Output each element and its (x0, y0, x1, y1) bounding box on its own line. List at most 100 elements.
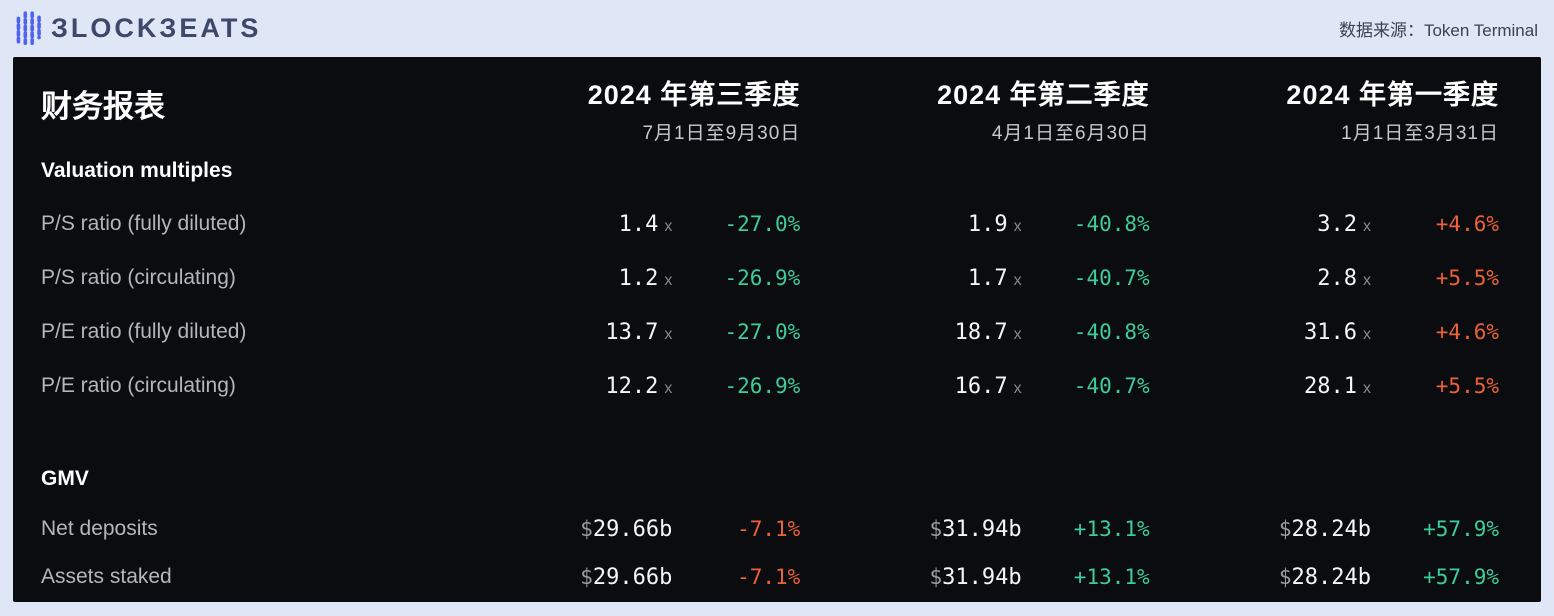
currency-prefix: $ (929, 516, 943, 541)
table-row: P/S ratio (fully diluted) 1.4 x -27.0% 1.9 x -… (13, 197, 1541, 251)
metric-cell: 28.1 x +5.5% (1192, 374, 1541, 399)
metric-cell: 18.7 x -40.8% (842, 320, 1191, 345)
table-row: P/E ratio (fully diluted) 13.7 x -27.0% 18.7… (13, 305, 1541, 359)
metric-value: 28.1 (1304, 373, 1357, 399)
currency-prefix: $ (580, 516, 593, 541)
quarter-date-range: 1月1日至3月31日 (1341, 123, 1499, 144)
metric-value: 16.7 (954, 373, 1008, 399)
metric-change: -7.1% (737, 564, 801, 589)
metric-change: +5.5% (1435, 373, 1499, 398)
multiple-suffix: x (1363, 217, 1371, 235)
multiple-suffix: x (664, 379, 673, 397)
metric-change: +57.9% (1423, 564, 1499, 589)
row-label: P/S ratio (circulating) (41, 266, 236, 289)
metric-cell: $28.24b +57.9% (1192, 517, 1541, 542)
metric-change: -40.7% (1073, 265, 1150, 290)
metric-value: 31.6 (1304, 319, 1357, 345)
metric-value: 3.2 (1317, 211, 1357, 237)
metric-value: 13.7 (605, 319, 659, 345)
metric-value: 18.7 (954, 319, 1008, 345)
multiple-suffix: x (1013, 271, 1022, 289)
metric-cell: 1.2 x -26.9% (493, 266, 842, 291)
metric-cell: 3.2 x +4.6% (1192, 212, 1541, 237)
metric-cell: $29.66b -7.1% (493, 565, 842, 590)
financial-report-panel: 财务报表 2024 年第三季度 7月1日至9月30日 2024 年第二季度 4月… (13, 57, 1541, 602)
quarter-header-q2: 2024 年第二季度 4月1日至6月30日 (842, 73, 1191, 145)
metric-value: 1.7 (967, 265, 1008, 291)
metric-value: 28.24b (1291, 516, 1371, 542)
report-header-row: 财务报表 2024 年第三季度 7月1日至9月30日 2024 年第二季度 4月… (13, 73, 1541, 145)
metric-cell: 16.7 x -40.7% (842, 374, 1191, 399)
metric-cell: 1.9 x -40.8% (842, 212, 1191, 237)
metric-change: +4.6% (1435, 211, 1499, 236)
metric-value: 31.94b (942, 564, 1022, 590)
currency-prefix: $ (1278, 564, 1292, 589)
metric-cell: 1.7 x -40.7% (842, 266, 1191, 291)
quarter-date-range: 7月1日至9月30日 (642, 123, 801, 144)
metric-change: -40.8% (1073, 211, 1150, 236)
quarter-header-q1: 2024 年第一季度 1月1日至3月31日 (1192, 73, 1541, 145)
metric-cell: $31.94b +13.1% (842, 517, 1191, 542)
metric-cell: $31.94b +13.1% (842, 565, 1191, 590)
row-label: Assets staked (41, 565, 172, 588)
metric-value: 29.66b (592, 564, 673, 590)
metric-cell: 13.7 x -27.0% (493, 320, 842, 345)
multiple-suffix: x (664, 271, 673, 289)
currency-prefix: $ (929, 564, 943, 589)
data-source-label: 数据来源：Token Terminal (1338, 21, 1538, 40)
table-row: P/E ratio (circulating) 12.2 x -26.9% 16.7 x -… (13, 359, 1541, 413)
currency-prefix: $ (580, 564, 593, 589)
row-label: P/S ratio (fully diluted) (41, 212, 247, 235)
row-label: Net deposits (41, 517, 158, 540)
metric-value: 1.2 (618, 265, 659, 291)
blockbeats-logo: ЗLOCKЗEATS (14, 10, 262, 47)
metric-value: 31.94b (942, 516, 1022, 542)
multiple-suffix: x (664, 217, 673, 235)
metric-change: +4.6% (1435, 319, 1499, 344)
table-row: P/S ratio (circulating) 1.2 x -26.9% 1.7 x -40… (13, 251, 1541, 305)
multiple-suffix: x (1013, 217, 1022, 235)
report-title: 财务报表 (41, 89, 165, 124)
multiple-suffix: x (1013, 325, 1022, 343)
blockbeats-bars-icon (14, 10, 44, 47)
topbar: ЗLOCKЗEATS 数据来源：Token Terminal (0, 0, 1554, 57)
logo-wordmark: ЗLOCKЗEATS (51, 13, 262, 43)
metric-change: -27.0% (724, 319, 801, 344)
metric-cell: $29.66b -7.1% (493, 517, 842, 542)
metric-cell: 2.8 x +5.5% (1192, 266, 1541, 291)
metric-value: 29.66b (592, 516, 673, 542)
quarter-header-q3: 2024 年第三季度 7月1日至9月30日 (493, 73, 842, 145)
table-row: Net deposits $29.66b -7.1% $31.94b +13.1% $28… (13, 505, 1541, 553)
metric-change: -27.0% (724, 211, 801, 236)
multiple-suffix: x (1363, 271, 1371, 289)
metric-cell: 31.6 x +4.6% (1192, 320, 1541, 345)
row-label: P/E ratio (fully diluted) (41, 320, 247, 343)
metric-value: 12.2 (605, 373, 659, 399)
metric-change: -26.9% (724, 265, 801, 290)
table-row: Assets staked $29.66b -7.1% $31.94b +13.1% $2… (13, 553, 1541, 601)
multiple-suffix: x (1013, 379, 1022, 397)
metric-value: 1.9 (967, 211, 1008, 237)
multiple-suffix: x (1363, 379, 1371, 397)
metric-change: -26.9% (724, 373, 801, 398)
quarter-title: 2024 年第三季度 (587, 80, 801, 110)
multiple-suffix: x (664, 325, 673, 343)
metric-value: 1.4 (618, 211, 659, 237)
metric-change: -40.8% (1073, 319, 1150, 344)
metric-value: 2.8 (1317, 265, 1357, 291)
metric-change: +5.5% (1435, 265, 1499, 290)
currency-prefix: $ (1278, 516, 1292, 541)
metric-cell: 12.2 x -26.9% (493, 374, 842, 399)
metric-change: -7.1% (737, 516, 801, 541)
quarter-date-range: 4月1日至6月30日 (991, 123, 1150, 144)
section-heading: GMV (41, 467, 89, 490)
metric-change: +57.9% (1423, 516, 1499, 541)
metric-value: 28.24b (1291, 564, 1371, 590)
metric-cell: $28.24b +57.9% (1192, 565, 1541, 590)
report-body: Valuation multiples P/S ratio (fully dilu… (13, 157, 1541, 601)
quarter-title: 2024 年第一季度 (1286, 80, 1499, 110)
row-label: P/E ratio (circulating) (41, 374, 236, 397)
metric-change: +13.1% (1073, 516, 1150, 541)
quarter-title: 2024 年第二季度 (937, 80, 1150, 110)
metric-cell: 1.4 x -27.0% (493, 212, 842, 237)
